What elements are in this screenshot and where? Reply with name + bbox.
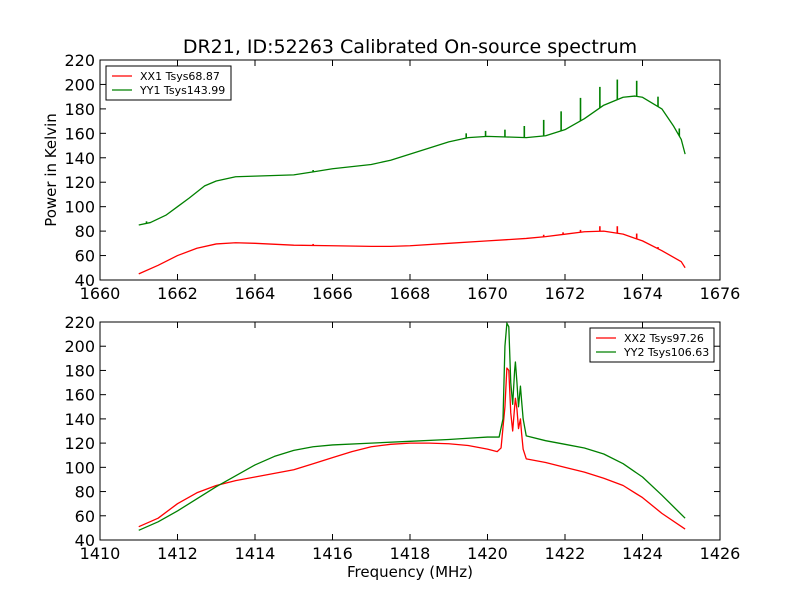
bottom-spectrum-panel: 1410 1412 1414 1416 1418 1420 1422 1424 1426 40 60… — [64, 313, 740, 563]
y-tick-label: 100 — [64, 198, 95, 217]
plot-area — [138, 79, 686, 275]
x-tick-label: 1674 — [622, 284, 663, 303]
y-tick-label: 200 — [64, 337, 95, 356]
x-tick-label: 1416 — [312, 544, 353, 563]
legend-entry: YY1 Tsys143.99 — [139, 84, 225, 97]
chart-title: DR21, ID:52263 Calibrated On-source spec… — [183, 36, 637, 58]
y-tick-label: 160 — [64, 124, 95, 143]
x-tick-label: 1418 — [390, 544, 431, 563]
y-tick-label: 60 — [75, 247, 95, 266]
series-line-xx — [138, 230, 686, 275]
x-tick-label: 1664 — [235, 284, 276, 303]
y-tick-label: 60 — [75, 507, 95, 526]
x-tick-label: 1660 — [80, 284, 121, 303]
x-tick-label: 1662 — [157, 284, 198, 303]
x-tick-label: 1422 — [545, 544, 586, 563]
legend-entry: XX2 Tsys97.26 — [624, 332, 704, 345]
y-tick-label: 180 — [64, 361, 95, 380]
series-line-xx — [138, 367, 686, 530]
y-tick-label: 100 — [64, 458, 95, 477]
y-tick-label: 80 — [75, 222, 95, 241]
x-tick-label: 1666 — [312, 284, 353, 303]
y-tick-label: 140 — [64, 410, 95, 429]
y-tick-label: 220 — [64, 313, 95, 332]
x-tick-label: 1412 — [157, 544, 198, 563]
x-tick-label: 1410 — [80, 544, 121, 563]
x-tick-label: 1424 — [622, 544, 663, 563]
x-tick-label: 1668 — [390, 284, 431, 303]
legend-entry: YY2 Tsys106.63 — [623, 346, 709, 359]
y-axis-label: Power in Kelvin — [42, 113, 60, 227]
x-tick-label: 1420 — [467, 544, 508, 563]
series-line-yy — [138, 322, 686, 531]
y-tick-label: 120 — [64, 434, 95, 453]
y-tick-label: 160 — [64, 386, 95, 405]
legend-entry: XX1 Tsys68.87 — [140, 70, 220, 83]
x-axis-label: Frequency (MHz) — [347, 563, 473, 581]
x-tick-label: 1414 — [235, 544, 276, 563]
y-tick-label: 120 — [64, 173, 95, 192]
legend-box — [589, 327, 715, 363]
x-tick-label: 1426 — [700, 544, 741, 563]
y-tick-label: 220 — [64, 51, 95, 70]
legend-box — [105, 65, 232, 101]
x-tick-label: 1672 — [545, 284, 586, 303]
x-tick-label: 1676 — [700, 284, 741, 303]
y-tick-label: 40 — [75, 271, 95, 290]
y-tick-label: 180 — [64, 100, 95, 119]
series-line-yy — [138, 95, 686, 226]
y-tick-label: 40 — [75, 531, 95, 550]
y-tick-label: 80 — [75, 483, 95, 502]
y-tick-label: 140 — [64, 149, 95, 168]
plot-area — [138, 322, 686, 531]
y-tick-label: 200 — [64, 75, 95, 94]
x-tick-label: 1670 — [467, 284, 508, 303]
top-spectrum-panel: 1660 1662 1664 1666 1668 1670 1672 1674 1676 40 60… — [64, 51, 740, 303]
